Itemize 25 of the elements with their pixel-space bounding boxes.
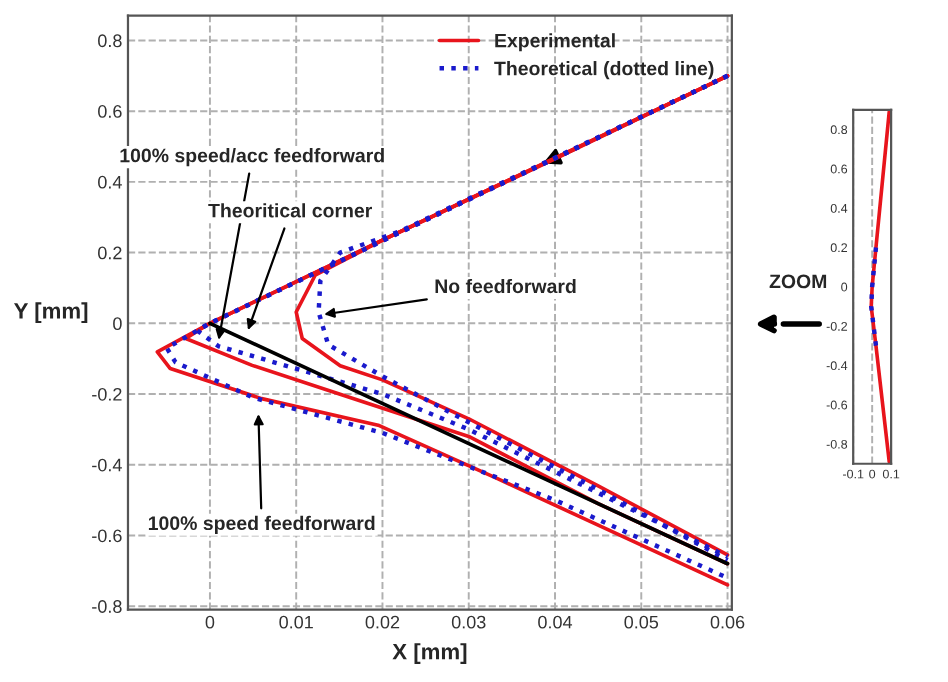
annotation: 100% speed/acc feedforward bbox=[120, 148, 384, 167]
text: ZOOM bbox=[769, 274, 827, 289]
legend-label: Theoretical (dotted line) bbox=[494, 61, 714, 80]
x-tick-label: 0.06 bbox=[710, 615, 745, 629]
y-tick-label: -0.4 bbox=[92, 458, 122, 472]
annotation: No feedforward bbox=[435, 278, 576, 294]
y-tick-label: -0.8 bbox=[92, 600, 122, 613]
x-tick-label: 0.05 bbox=[624, 615, 659, 629]
x-tick-label: 0 bbox=[205, 615, 215, 629]
y-tick-label: 0.4 bbox=[98, 175, 122, 189]
x-tick-label: 0.04 bbox=[538, 615, 573, 629]
x-axis-title: X [mm] bbox=[392, 643, 467, 664]
y-tick-label: 0 bbox=[113, 317, 122, 331]
annotation: 100% speed feedforward bbox=[148, 515, 375, 534]
y-tick-label: 0.6 bbox=[98, 105, 122, 118]
y-tick-label: 0.8 bbox=[98, 34, 122, 48]
y-tick-label: -0.6 bbox=[92, 529, 122, 543]
legend-label: Experimental bbox=[495, 33, 615, 52]
y-tick-label: 0.2 bbox=[98, 246, 122, 260]
y-tick-label: -0.2 bbox=[92, 387, 122, 401]
x-tick-label: 0.02 bbox=[365, 615, 400, 629]
x-tick-label: 0.01 bbox=[279, 615, 313, 629]
y-axis-title: Y [mm] bbox=[13, 302, 88, 324]
x-tick-label: 0.03 bbox=[451, 615, 486, 629]
annotation: Theoritical corner bbox=[208, 203, 372, 218]
